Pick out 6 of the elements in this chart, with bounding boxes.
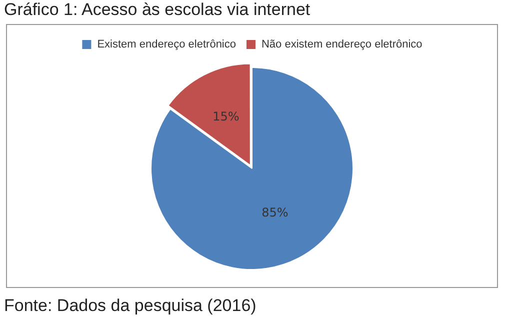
chart-title: Gráfico 1: Acesso às escolas via internet bbox=[4, 0, 310, 20]
data-label: 85% bbox=[262, 206, 288, 220]
legend-label: Existem endereço eletrônico bbox=[97, 38, 236, 51]
legend-label: Não existem endereço eletrônico bbox=[261, 38, 422, 51]
data-label: 15% bbox=[212, 109, 240, 124]
source-note: Fonte: Dados da pesquisa (2016) bbox=[4, 296, 256, 316]
